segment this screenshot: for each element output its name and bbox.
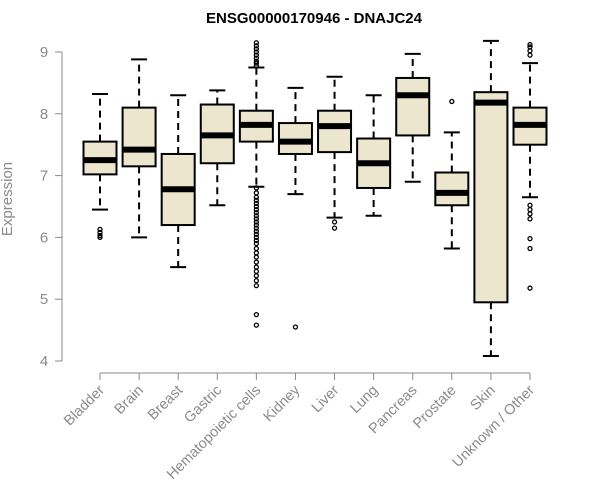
x-tick-label: Kidney — [261, 382, 304, 425]
y-tick-label: 4 — [40, 353, 48, 370]
outlier-point — [527, 52, 533, 58]
outlier-point — [253, 210, 260, 216]
box-iqr — [317, 109, 353, 154]
outlier-point — [97, 229, 103, 236]
outlier-point — [527, 235, 533, 242]
outlier-point — [253, 322, 260, 328]
outlier-point — [253, 273, 260, 279]
x-tick-label: Lung — [347, 383, 381, 417]
box-group — [317, 75, 353, 231]
x-tick-label: Skin — [467, 383, 498, 414]
box-series — [82, 39, 548, 358]
outlier-point — [449, 98, 455, 105]
outlier-point — [253, 194, 260, 200]
outlier-point — [253, 190, 260, 196]
outlier-point — [253, 49, 260, 55]
box-iqr — [277, 122, 313, 155]
box-group — [395, 52, 431, 183]
chart-title: ENSG00000170946 - DNAJC24 — [206, 10, 423, 27]
outlier-point — [253, 216, 260, 222]
y-tick-label: 8 — [40, 106, 48, 123]
box-group — [238, 40, 274, 328]
outlier-point — [253, 225, 260, 231]
x-tick-label: Breast — [145, 383, 186, 424]
outlier-point — [253, 259, 260, 265]
box-group — [277, 86, 313, 330]
y-tick-label: 6 — [40, 229, 48, 246]
y-tick-label: 7 — [40, 168, 48, 185]
outlier-point — [253, 240, 260, 247]
outlier-point — [527, 211, 533, 217]
box-iqr — [395, 76, 431, 137]
x-tick-label: Bladder — [61, 382, 108, 429]
outlier-point — [331, 225, 338, 231]
box-iqr — [434, 171, 470, 207]
outlier-point — [253, 213, 260, 219]
box-group — [160, 94, 196, 269]
outlier-point — [527, 41, 533, 48]
outlier-point — [97, 232, 103, 239]
outlier-point — [253, 250, 260, 256]
outlier-point — [253, 237, 260, 244]
outlier-point — [253, 200, 260, 207]
outlier-point — [253, 43, 260, 49]
outlier-point — [253, 264, 260, 270]
outlier-point — [253, 222, 260, 228]
outlier-point — [527, 48, 533, 54]
outlier-point — [253, 245, 260, 252]
outlier-point — [253, 197, 260, 203]
outlier-point — [253, 60, 260, 66]
outlier-point — [253, 185, 260, 191]
box-group — [434, 98, 470, 250]
box-group — [82, 93, 118, 241]
outlier-point — [253, 231, 260, 237]
outlier-point — [331, 219, 338, 225]
y-tick-label: 5 — [40, 291, 48, 308]
y-axis: 4 5 6 7 8 9 — [40, 44, 63, 370]
box-group — [512, 41, 548, 291]
outlier-point — [292, 324, 299, 330]
box-group — [473, 39, 509, 358]
y-tick-label: 9 — [40, 44, 48, 61]
outlier-point — [253, 219, 260, 225]
x-tick-label: Liver — [309, 382, 343, 416]
outlier-point — [253, 55, 260, 61]
outlier-point — [253, 62, 260, 69]
outlier-point — [253, 254, 260, 260]
outlier-point — [253, 268, 260, 275]
outlier-point — [253, 206, 260, 213]
box-iqr — [121, 106, 157, 168]
outlier-point — [253, 234, 260, 241]
outlier-point — [253, 228, 260, 234]
outlier-point — [253, 40, 260, 46]
outlier-point — [527, 285, 533, 291]
box-group — [356, 94, 392, 217]
box-group — [121, 58, 157, 239]
y-axis-label: Expression — [0, 162, 16, 236]
outlier-point — [253, 203, 260, 210]
x-tick-label: Prostate — [410, 383, 459, 432]
outlier-point — [527, 202, 533, 208]
outlier-point — [253, 311, 260, 318]
x-tick-label: Brain — [112, 383, 147, 418]
outlier-point — [253, 46, 260, 52]
outlier-point — [527, 216, 533, 222]
box-group — [199, 89, 235, 207]
outlier-point — [527, 206, 533, 213]
outlier-point — [97, 234, 103, 241]
outlier-point — [97, 226, 103, 233]
box-iqr — [473, 91, 509, 304]
outlier-point — [253, 278, 260, 284]
outlier-point — [527, 245, 533, 252]
outlier-point — [253, 52, 260, 58]
outlier-point — [253, 282, 260, 289]
